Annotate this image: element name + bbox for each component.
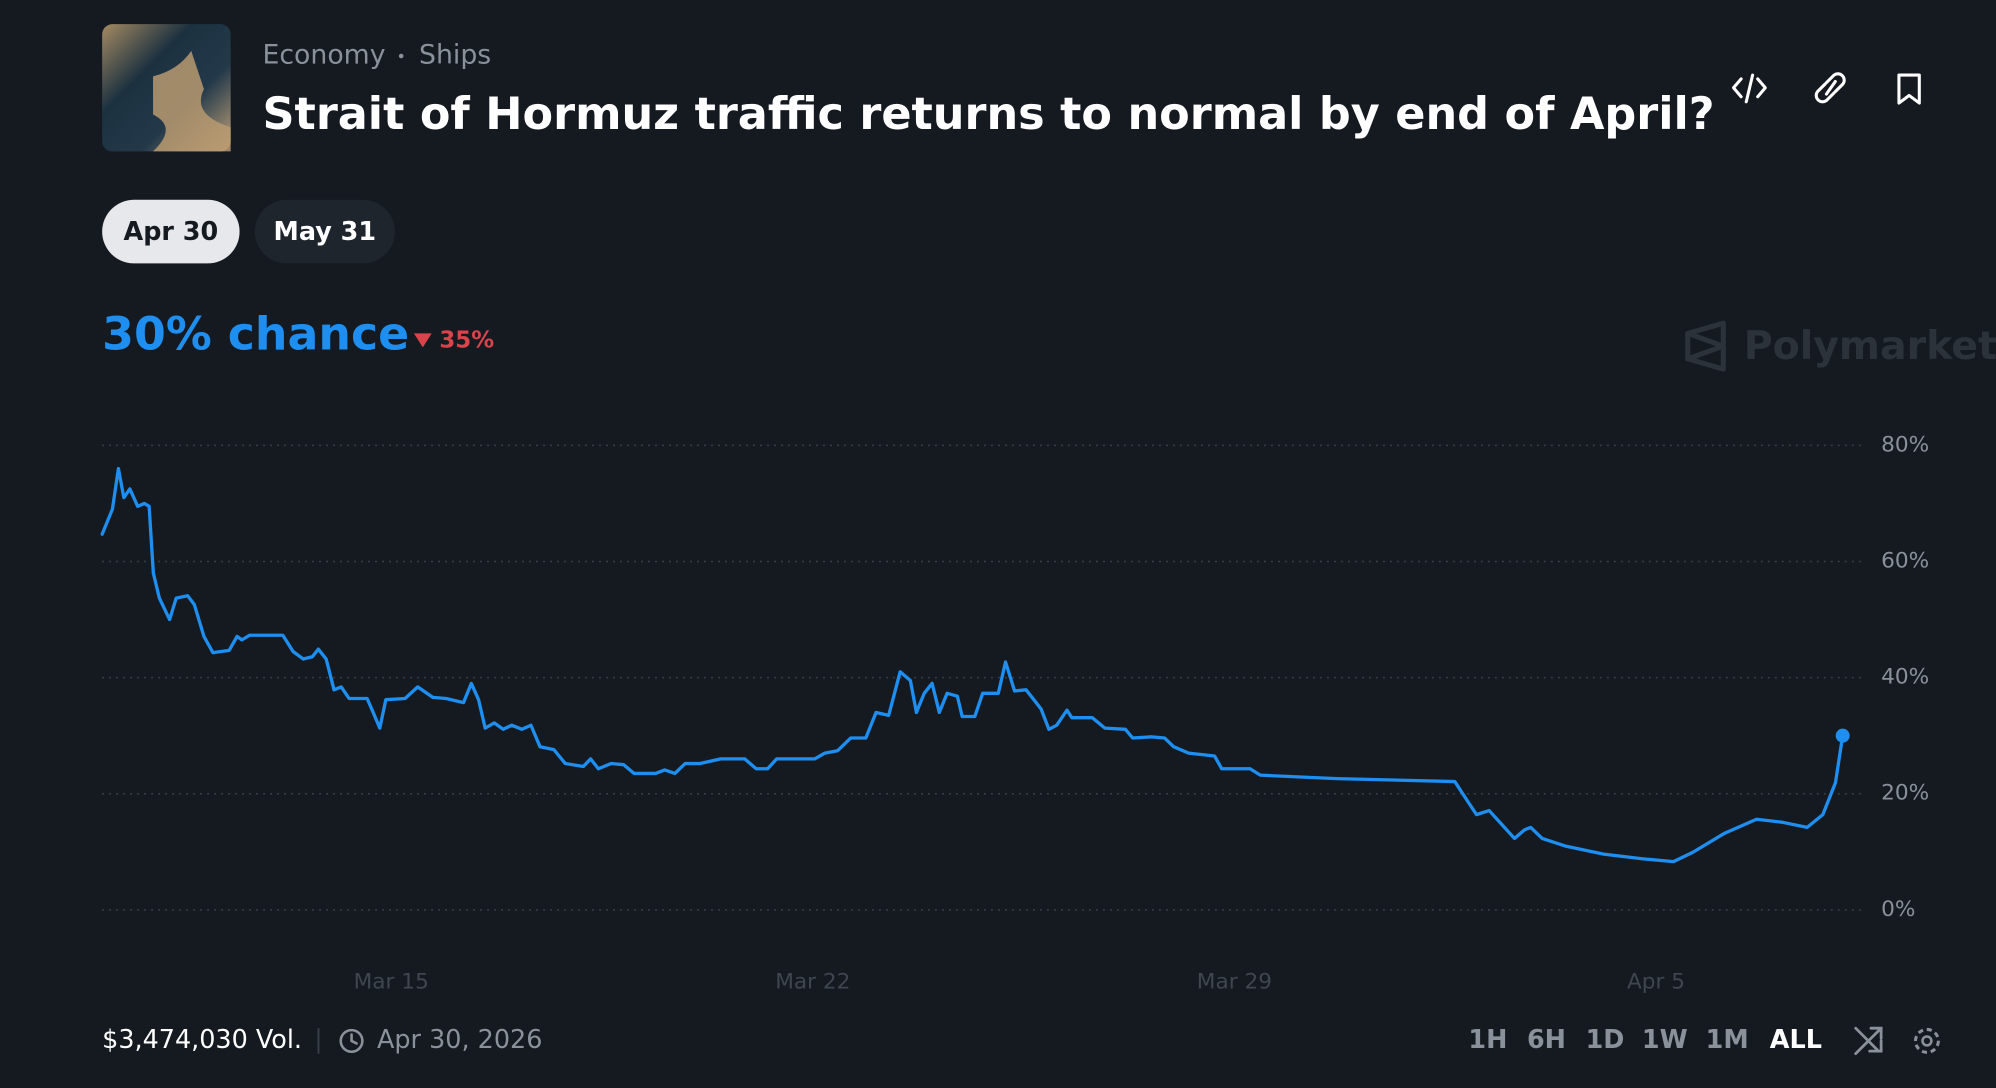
tab-selected[interactable]: Apr 30 xyxy=(102,199,240,264)
breadcrumb-subcategory[interactable]: Ships xyxy=(419,39,491,70)
y-tick-label: 0% xyxy=(1881,897,1915,922)
range-button[interactable]: 1H xyxy=(1468,1025,1507,1055)
link-button[interactable] xyxy=(1814,72,1846,104)
bookmark-button[interactable] xyxy=(1897,73,1921,105)
brand-logo xyxy=(1685,320,1726,372)
shuffle-button[interactable] xyxy=(1854,1026,1883,1056)
market-title: Strait of Hormuz traffic returns to norm… xyxy=(262,88,1714,140)
range-button[interactable]: 1D xyxy=(1586,1025,1625,1055)
tab-label[interactable]: Apr 30 xyxy=(124,217,219,247)
current-point xyxy=(1835,728,1850,743)
x-tick-label: Mar 15 xyxy=(354,969,429,994)
x-tick-label: Apr 5 xyxy=(1627,969,1685,994)
price-line xyxy=(100,466,1845,864)
y-tick-label: 80% xyxy=(1881,432,1929,457)
down-arrow xyxy=(413,333,432,348)
end-date: Apr 30, 2026 xyxy=(377,1025,542,1055)
breadcrumb-category[interactable]: Economy xyxy=(262,39,385,70)
brand: Polymarket xyxy=(1744,323,1996,369)
range-button[interactable]: 6H xyxy=(1527,1025,1566,1055)
range-button[interactable]: 1W xyxy=(1642,1025,1688,1055)
settings-button[interactable] xyxy=(1913,1027,1940,1054)
y-tick-label: 60% xyxy=(1881,548,1929,573)
volume: $3,474,030 Vol. xyxy=(102,1025,302,1055)
range-button[interactable]: 1M xyxy=(1706,1025,1749,1055)
plot: 0% 20% 40% 60% 80% Mar 15 Mar 22 Mar 29 Apr 5 xyxy=(100,432,1929,994)
y-tick-label: 40% xyxy=(1881,665,1929,690)
x-tick-label: Mar 29 xyxy=(1197,969,1272,994)
y-tick-label: 20% xyxy=(1881,781,1929,806)
tab-label[interactable]: May 31 xyxy=(274,217,377,247)
separator xyxy=(398,53,404,59)
range-selector: 1H 6H 1D 1W 1M ALL xyxy=(1468,1025,1822,1055)
thumbnail xyxy=(102,24,231,152)
embed-button[interactable] xyxy=(1731,73,1767,104)
tab[interactable]: May 31 xyxy=(254,199,395,264)
chance: 30% chance xyxy=(102,307,409,361)
range-button[interactable]: ALL xyxy=(1770,1025,1822,1055)
x-tick-label: Mar 22 xyxy=(775,969,850,994)
clock-icon xyxy=(339,1028,364,1054)
change: 35% xyxy=(439,328,494,354)
